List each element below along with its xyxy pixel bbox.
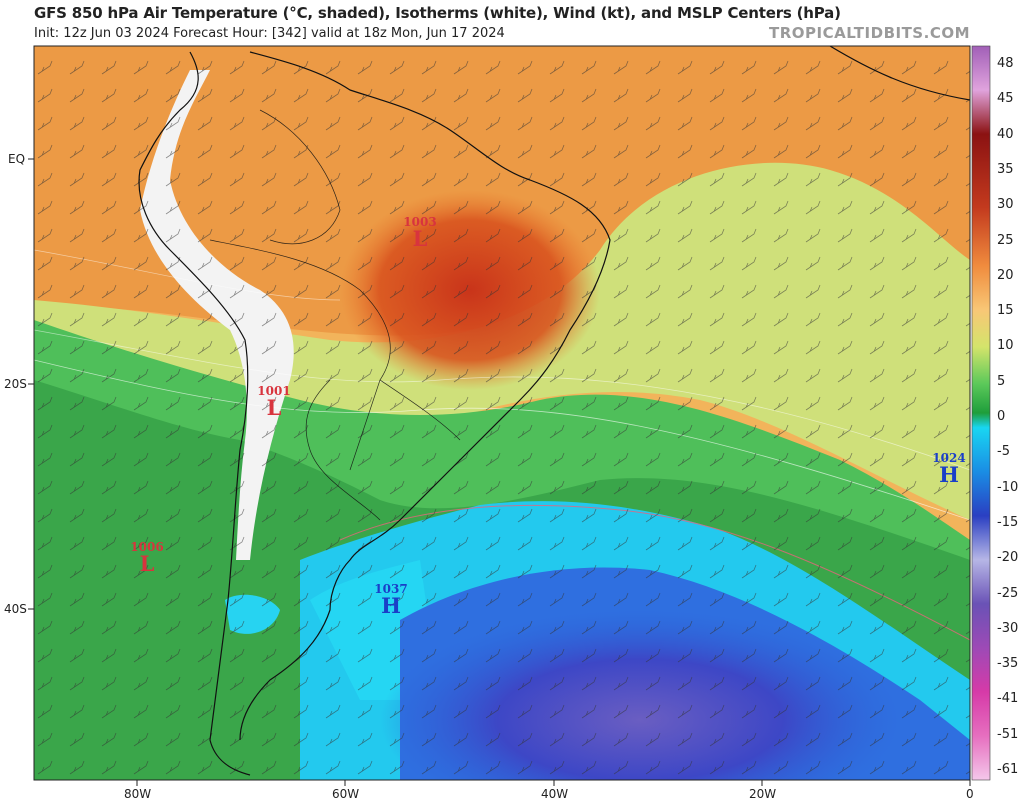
colorbar-tick-label: 45 [997,91,1014,107]
colorbar-tick-label: -30 [997,620,1019,636]
map-title: GFS 850 hPa Air Temperature (°C, shaded)… [34,4,841,22]
lon-label-60w: 60W [332,787,360,801]
lon-label-20w: 20W [749,787,777,801]
colorbar-tick-label: 25 [997,232,1014,248]
colorbar-tick-label: 30 [997,197,1014,213]
pressure-center-high: 1024 H [932,451,966,487]
lon-label-0: 0 [966,787,974,801]
lat-label-40s: 40S [4,602,27,616]
country-borders [209,109,461,521]
colorbar-tick-label: 10 [997,338,1014,354]
map-subtitle: Init: 12z Jun 03 2024 Forecast Hour: [34… [34,26,505,41]
colorbar-tick-label: -10 [997,479,1019,495]
lon-label-80w: 80W [124,787,152,801]
lat-label-20s: 20S [4,377,27,391]
pressure-center-low: 1006 L [130,540,164,576]
colorbar-tick-label: 48 [997,56,1014,71]
colorbar-tick-label: -15 [997,514,1019,530]
colorbar-tick-label: 20 [997,267,1014,283]
colorbar-tick-label: 0 [997,409,1006,424]
colorbar-tick-label: -5 [997,444,1010,460]
pressure-center-low: 1001 L [257,384,291,420]
colorbar-tick-label: 40 [997,126,1014,142]
colorbar-tick-label: -61 [997,762,1019,777]
map-frame [33,45,971,781]
coastline [138,46,970,776]
colorbar-tick-label: -25 [997,585,1019,601]
colorbar-tick-label: -41 [997,691,1019,707]
colorbar-tick-label: 15 [997,303,1014,319]
colorbar [971,45,991,781]
lat-label-eq: EQ [8,152,26,166]
pressure-center-high: 1037 H [374,582,408,618]
colorbar-tick-label: -51 [997,726,1019,742]
pressure-center-low: 1003 L [403,215,437,251]
colorbar-tick-label: 5 [997,373,1006,389]
lon-label-40w: 40W [541,787,569,801]
colorbar-tick-label: -20 [997,550,1019,566]
colorbar-tick-label: -35 [997,656,1019,672]
site-brand: TROPICALTIDBITS.COM [769,24,970,42]
colorbar-tick-label: 35 [997,161,1014,177]
